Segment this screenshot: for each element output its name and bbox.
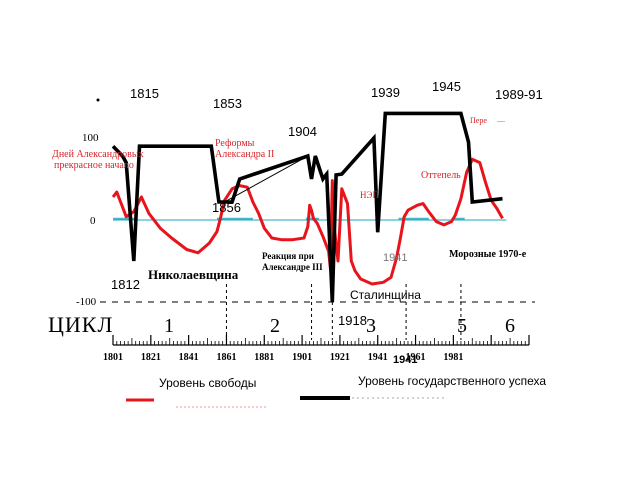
series-layer — [111, 111, 504, 303]
cycle-label: 5 — [457, 315, 467, 337]
x-tick-label: 1961 — [406, 352, 426, 363]
x-tick-label: 1881 — [254, 352, 274, 363]
x-tick-label: 1821 — [141, 352, 161, 363]
decorative-dot — [96, 98, 100, 102]
year-label-1856: 1856 — [212, 200, 241, 215]
year-label-1939: 1939 — [371, 85, 400, 100]
x-tick-label: 1841 — [179, 352, 199, 363]
year-label-1989-91: 1989-91 — [495, 87, 543, 102]
x-tick-label: 1921 — [330, 352, 350, 363]
grid-layer — [100, 284, 535, 340]
nep-label: НЭП — [360, 190, 379, 200]
cycle-label: 6 — [505, 315, 515, 337]
success-thin-connector — [307, 155, 313, 180]
perestroika-label: Пере — [470, 116, 487, 125]
reaction-label-line2: Александре III — [262, 262, 323, 272]
days-label-line2: прекрасное начало — [54, 160, 134, 171]
x-tick-label: 1981 — [443, 352, 463, 363]
y-tick-label: 0 — [90, 215, 96, 227]
reforms-label: Реформы — [215, 138, 255, 149]
year-label-1853: 1853 — [213, 96, 242, 111]
perestroika-dots: .... — [497, 115, 505, 124]
year-label-1945: 1945 — [432, 79, 461, 94]
x-tick-label: 1801 — [103, 352, 123, 363]
x-tick-label: 1901 — [292, 352, 312, 363]
ottepel-label: Оттепель — [421, 170, 461, 181]
cycle-label: 2 — [270, 315, 280, 337]
cycle-label: 1 — [164, 315, 174, 337]
year-label-1815: 1815 — [130, 86, 159, 101]
success-thin-connector — [341, 137, 375, 175]
x-axis-layer: 1801 1821 1841 1861 1881 1901 1921 1941 1961 1981 — [103, 335, 530, 363]
cycle-axis-title: ЦИКЛ — [48, 312, 113, 337]
x-tick-label: 1941 — [368, 352, 388, 363]
success-thin-connector — [224, 155, 309, 203]
success-series-line — [111, 111, 503, 303]
y-tick-label: -100 — [76, 296, 97, 308]
year-label-1812: 1812 — [111, 277, 140, 292]
stalinshchina-label: Сталинщина — [350, 288, 421, 302]
morozy-label: Морозные 1970-е — [449, 249, 527, 260]
x-tick-label: 1861 — [216, 352, 236, 363]
nikolaevshchina-label: Николаевщина — [148, 267, 239, 282]
reaction-label: Реакция при — [262, 251, 314, 261]
days-label: Дней Александровых — [52, 149, 144, 160]
y-tick-label: 100 — [82, 132, 99, 144]
year-label-1941: 1941 — [393, 354, 417, 366]
legend: Уровень свободы Уровень государственного… — [126, 374, 546, 408]
reforms-label-line2: Александра II — [215, 149, 274, 160]
legend-success-label: Уровень государственного успеха — [358, 374, 546, 388]
year-label-1918: 1918 — [338, 313, 367, 328]
cycle-label: 3 — [366, 315, 376, 337]
year-label-1941-grey: 1941 — [383, 252, 407, 264]
legend-freedom-label: Уровень свободы — [159, 376, 256, 390]
year-label-1904: 1904 — [288, 124, 317, 139]
